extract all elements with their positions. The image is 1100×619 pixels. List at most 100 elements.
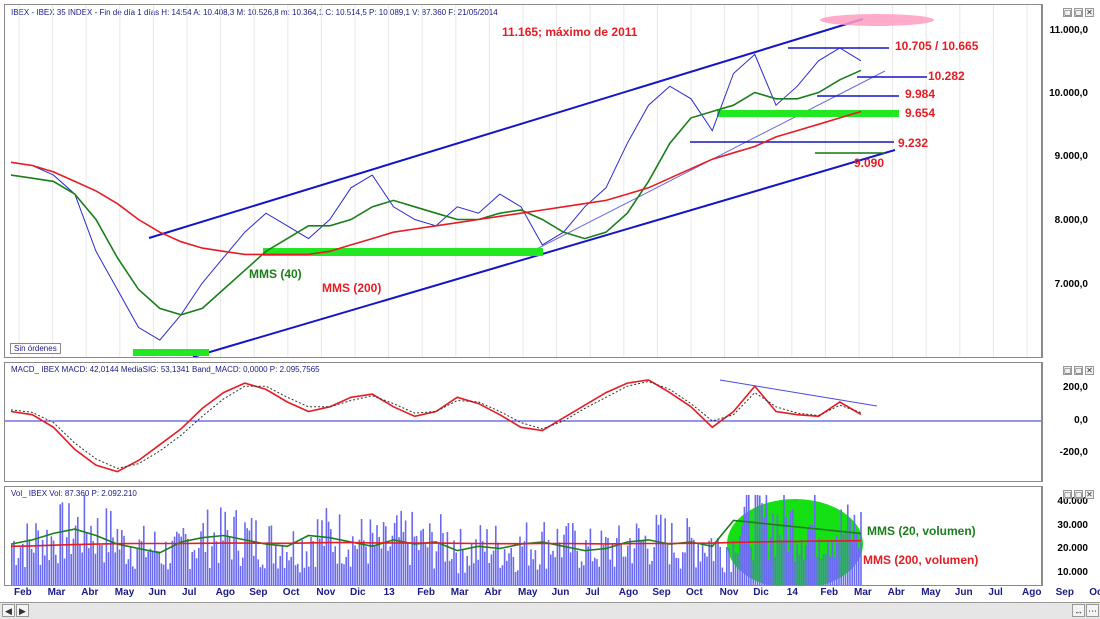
volume-bar: [327, 521, 330, 585]
volume-bar: [701, 543, 704, 585]
volume-bar: [358, 539, 361, 585]
macd-minimize-button[interactable]: ▢: [1063, 366, 1072, 375]
volume-bar: [79, 544, 81, 585]
volume-bar: [396, 515, 398, 585]
channel-lower-line: [192, 149, 896, 357]
macd-chart[interactable]: [5, 363, 1041, 481]
zoom-icon[interactable]: ↔: [1072, 604, 1085, 617]
volume-bar: [554, 557, 556, 585]
scroll-left-icon[interactable]: ◀: [2, 604, 15, 617]
volume-bar: [400, 510, 402, 585]
volume-bar: [92, 541, 94, 585]
volume-bar: [143, 525, 145, 585]
volume-bar: [770, 537, 772, 585]
volume-chart[interactable]: [5, 487, 1041, 585]
volume-bar: [503, 549, 506, 585]
volume-bar: [422, 528, 424, 585]
volume-bar: [820, 558, 823, 585]
volume-bar: [440, 514, 442, 585]
volume-bar: [301, 539, 303, 585]
volume-bar: [627, 545, 629, 585]
volume-bar: [657, 524, 660, 585]
volume-bar: [195, 558, 198, 585]
volume-bar: [715, 541, 717, 585]
volume-bar: [184, 534, 187, 585]
volume-bar: [330, 529, 332, 585]
volume-bar: [829, 556, 831, 585]
y-tick: 0,0: [1074, 415, 1088, 426]
volume-bar: [305, 551, 308, 585]
volume-bar: [121, 530, 123, 585]
volume-bar: [750, 547, 752, 585]
signal-line: [10, 380, 862, 469]
volume-bar: [675, 557, 677, 585]
volume-bar: [341, 563, 343, 585]
volume-bar: [154, 531, 156, 585]
maximize-button[interactable]: ▢: [1074, 8, 1083, 17]
volume-bar: [805, 544, 807, 585]
close-button[interactable]: ✕: [1085, 8, 1094, 17]
volume-bar: [226, 530, 229, 585]
volume-bar: [697, 544, 699, 585]
scroll-right-icon[interactable]: ▶: [16, 604, 29, 617]
volume-bar: [345, 557, 347, 585]
volume-bar: [807, 527, 809, 585]
volume-bar: [61, 502, 64, 585]
volume-bar: [455, 552, 457, 585]
volume-maximize-button[interactable]: ▢: [1074, 490, 1083, 499]
volume-bar: [457, 573, 460, 585]
price-pane[interactable]: IBEX - IBEX 35 INDEX - Fin de día 1 días…: [4, 4, 1042, 358]
mms200-line: [10, 110, 862, 256]
volume-bar: [319, 538, 321, 585]
volume-bar: [200, 531, 202, 585]
volume-bar: [77, 516, 79, 585]
volume-bar: [734, 552, 737, 585]
volume-bar: [239, 565, 242, 585]
volume-bar: [259, 567, 262, 585]
month-label: 13: [383, 587, 395, 598]
volume-bar: [704, 552, 706, 585]
volume-bar: [272, 563, 275, 585]
volume-bar: [46, 529, 48, 585]
y-tick: 9.000,0: [1054, 151, 1088, 162]
volume-bar: [761, 503, 763, 585]
volume-bar: [424, 544, 427, 585]
annotation-support-1: 9.984: [905, 87, 936, 101]
support-band-7500: [263, 248, 543, 256]
volume-bar: [682, 552, 684, 585]
settings-icon[interactable]: ⋯: [1086, 604, 1099, 617]
minimize-button[interactable]: ▢: [1063, 8, 1072, 17]
volume-close-button[interactable]: ✕: [1085, 490, 1094, 499]
volume-bar: [308, 566, 310, 585]
horizontal-scrollbar[interactable]: ◀ ▶ ↔ ⋯: [0, 602, 1100, 619]
volume-bar: [616, 538, 618, 585]
macd-close-button[interactable]: ✕: [1085, 366, 1094, 375]
volume-bar: [660, 514, 662, 585]
month-label: Feb: [820, 587, 839, 598]
volume-bar: [816, 557, 818, 585]
volume-bar: [838, 542, 840, 585]
volume-bar: [541, 531, 543, 585]
volume-bar: [248, 530, 251, 585]
month-label: Jul: [988, 587, 1003, 598]
volume-bar: [198, 548, 200, 585]
month-label: Jul: [585, 587, 600, 598]
volume-bar: [598, 566, 600, 585]
volume-bar: [635, 523, 638, 585]
month-label: Feb: [417, 587, 435, 598]
volume-minimize-button[interactable]: ▢: [1063, 490, 1072, 499]
volume-bar: [803, 559, 805, 585]
volume-bar: [693, 539, 695, 585]
volume-bar: [499, 567, 501, 585]
volume-bar: [567, 523, 570, 585]
macd-pane[interactable]: MACD_ IBEX MACD: 42,0144 MediaSIG: 53,13…: [4, 362, 1042, 482]
volume-bar: [532, 559, 534, 585]
volume-bar: [246, 528, 248, 585]
orders-badge[interactable]: Sin órdenes: [10, 343, 61, 354]
macd-maximize-button[interactable]: ▢: [1074, 366, 1083, 375]
price-chart[interactable]: [5, 5, 1041, 357]
volume-bar: [437, 543, 440, 585]
volume-bar: [453, 540, 455, 585]
volume-pane[interactable]: Vol_ IBEX Vol: 87.360 P: 2.092.210 MMS (…: [4, 486, 1042, 586]
volume-bar: [180, 536, 182, 585]
